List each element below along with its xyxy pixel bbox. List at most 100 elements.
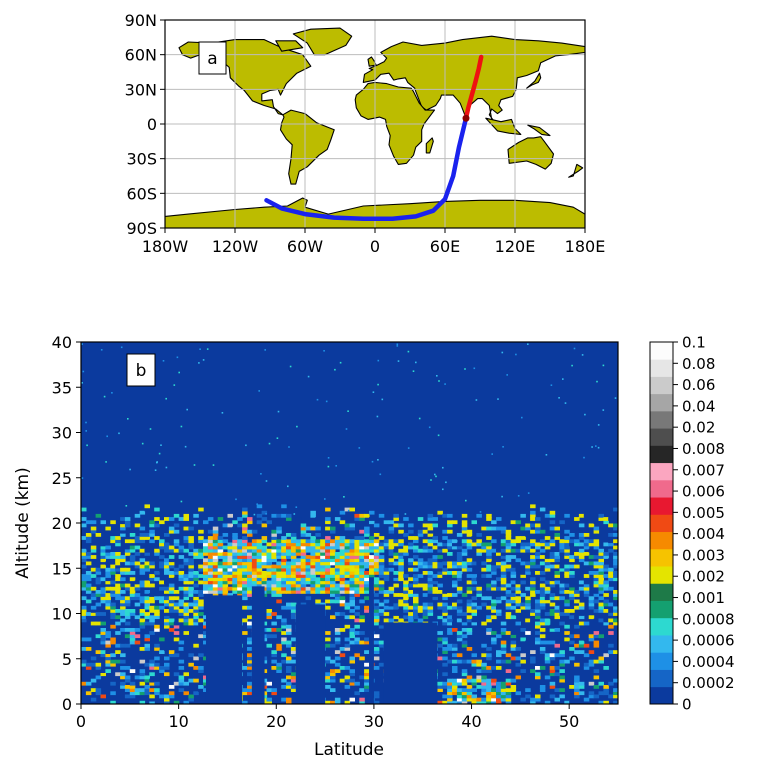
backscatter-cell (369, 564, 375, 569)
backscatter-cell (559, 520, 565, 525)
backscatter-cell (129, 637, 136, 642)
backscatter-cell (588, 634, 595, 639)
backscatter-cell (598, 586, 604, 591)
backscatter-cell (496, 517, 502, 521)
backscatter-cell (266, 615, 272, 620)
backscatter-cell (183, 618, 189, 623)
backscatter-cell (471, 700, 477, 704)
backscatter-cell (90, 656, 97, 661)
backscatter-cell (515, 586, 521, 591)
backscatter-cell (603, 618, 609, 623)
backscatter-cell (90, 612, 97, 616)
backscatter-cell (183, 513, 189, 518)
backscatter-cell (139, 681, 146, 686)
backscatter-cell (164, 545, 170, 550)
backscatter-cell (481, 685, 487, 689)
backscatter-cell (124, 523, 131, 528)
backscatter-cell (212, 586, 219, 591)
backscatter-cell (251, 545, 258, 550)
backscatter-cell (339, 555, 346, 559)
backscatter-cell (242, 567, 248, 572)
backscatter-cell (247, 567, 253, 572)
backscatter-cell (154, 662, 160, 667)
backscatter-cell (242, 666, 248, 670)
backscatter-cell (442, 612, 448, 616)
backscatter-cell (383, 539, 390, 544)
backscatter-cell (583, 539, 590, 544)
backscatter-cell (486, 552, 492, 556)
colorbar-tick-label: 0.005 (682, 504, 725, 522)
backscatter-cell (271, 590, 277, 594)
backscatter-cell (300, 545, 307, 550)
backscatter-cell (500, 574, 507, 578)
backscatter-cell (164, 571, 170, 575)
backscatter-cell (559, 564, 565, 569)
backscatter-cell (203, 558, 209, 563)
backscatter-cell (530, 529, 536, 534)
backscatter-cell (256, 513, 263, 518)
backscatter-cell (271, 552, 277, 556)
backscatter-cell (100, 542, 106, 547)
backscatter-cell (281, 583, 287, 588)
backscatter-cell (105, 577, 111, 582)
backscatter-cell (578, 523, 585, 528)
backscatter-cell (417, 548, 424, 553)
map-y-tick-label: 60N (125, 46, 157, 65)
y-axis-label: Altitude (km) (13, 467, 33, 579)
upper-air-point (377, 459, 379, 461)
backscatter-cell (530, 583, 536, 588)
backscatter-cell (613, 571, 618, 575)
backscatter-cell (544, 618, 551, 623)
backscatter-cell (266, 628, 272, 632)
backscatter-cell (105, 659, 111, 664)
upper-air-point (141, 442, 144, 445)
backscatter-cell (359, 558, 365, 563)
backscatter-cell (193, 618, 199, 623)
backscatter-cell (193, 599, 199, 604)
backscatter-cell (251, 583, 258, 588)
backscatter-cell (388, 520, 395, 525)
backscatter-cell (256, 561, 263, 566)
backscatter-cell (603, 517, 609, 521)
backscatter-cell (286, 685, 292, 689)
upper-air-point (506, 374, 508, 376)
backscatter-cell (544, 586, 551, 591)
backscatter-cell (432, 564, 438, 569)
backscatter-cell (339, 552, 346, 556)
backscatter-cell (422, 529, 429, 534)
backscatter-cell (530, 609, 536, 613)
backscatter-cell (574, 678, 580, 683)
backscatter-cell (290, 685, 297, 689)
backscatter-cell (364, 586, 370, 591)
backscatter-cell (378, 662, 385, 667)
backscatter-cell (247, 529, 253, 534)
backscatter-cell (452, 688, 458, 692)
backscatter-cell (593, 643, 600, 648)
backscatter-cell (471, 612, 477, 616)
backscatter-cell (373, 561, 380, 566)
backscatter-cell (598, 609, 604, 613)
backscatter-cell (437, 583, 443, 588)
backscatter-cell (403, 533, 409, 537)
backscatter-cell (334, 545, 341, 550)
backscatter-cell (149, 694, 155, 699)
backscatter-cell (178, 564, 185, 569)
backscatter-cell (491, 681, 497, 686)
backscatter-cell (144, 678, 150, 683)
backscatter-cell (286, 577, 292, 582)
backscatter-cell (276, 628, 282, 632)
backscatter-cell (559, 542, 565, 547)
backscatter-cell (203, 561, 209, 566)
backscatter-cell (588, 548, 595, 553)
backscatter-cell (232, 580, 238, 585)
colorbar: 00.00020.00040.00060.00080.0010.0020.003… (649, 334, 735, 714)
backscatter-cell (290, 678, 297, 683)
backscatter-cell (559, 678, 565, 683)
backscatter-cell (105, 593, 111, 597)
backscatter-cell (120, 571, 126, 575)
backscatter-cell (334, 593, 341, 597)
upper-air-point (379, 473, 382, 476)
upper-air-point (437, 434, 440, 437)
backscatter-cell (354, 583, 360, 588)
backscatter-cell (227, 571, 233, 575)
